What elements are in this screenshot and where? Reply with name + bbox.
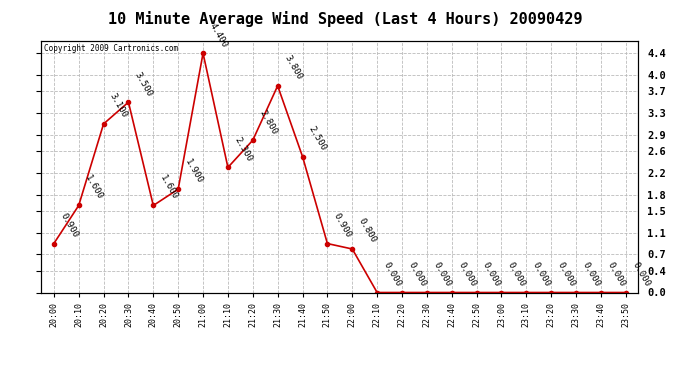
Text: 3.100: 3.100 [108,92,129,120]
Text: 0.000: 0.000 [555,260,577,288]
Text: 2.800: 2.800 [257,108,279,136]
Text: 0.000: 0.000 [456,260,477,288]
Text: 0.000: 0.000 [382,260,403,288]
Text: 0.000: 0.000 [580,260,602,288]
Text: 0.000: 0.000 [406,260,428,288]
Text: 1.900: 1.900 [183,157,204,185]
Text: 0.000: 0.000 [630,260,651,288]
Text: 4.400: 4.400 [208,21,229,49]
Text: 0.000: 0.000 [481,260,502,288]
Text: 10 Minute Average Wind Speed (Last 4 Hours) 20090429: 10 Minute Average Wind Speed (Last 4 Hou… [108,11,582,27]
Text: 0.900: 0.900 [59,211,79,239]
Text: 2.500: 2.500 [307,124,328,152]
Text: 0.000: 0.000 [605,260,627,288]
Text: 1.600: 1.600 [158,173,179,201]
Text: 0.000: 0.000 [506,260,527,288]
Text: 0.000: 0.000 [531,260,552,288]
Text: 2.300: 2.300 [233,135,254,163]
Text: Copyright 2009 Cartronics.com: Copyright 2009 Cartronics.com [44,44,179,53]
Text: 0.900: 0.900 [332,211,353,239]
Text: 1.600: 1.600 [83,173,104,201]
Text: 3.800: 3.800 [282,54,304,81]
Text: 0.000: 0.000 [431,260,453,288]
Text: 3.500: 3.500 [133,70,154,98]
Text: 0.800: 0.800 [357,217,378,244]
